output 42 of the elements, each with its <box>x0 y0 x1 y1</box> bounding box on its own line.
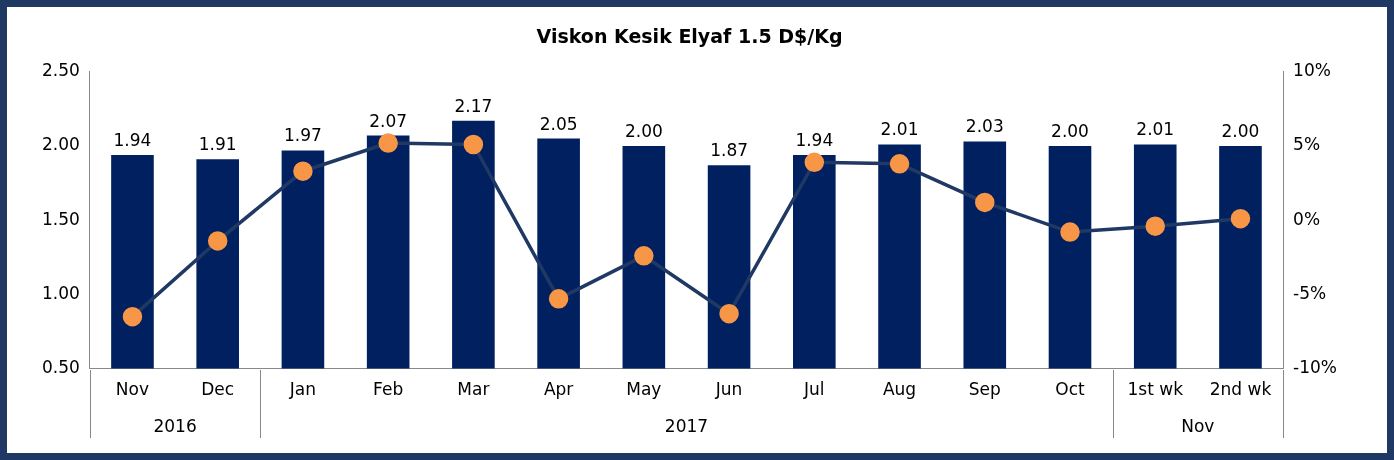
x-tick-label: Sep <box>968 379 1001 400</box>
y-tick-label: 2.50 <box>41 60 80 81</box>
data-label: 1.94 <box>113 129 152 150</box>
data-label: 2.01 <box>1136 119 1175 140</box>
y-tick-label: 1.50 <box>41 208 80 229</box>
x-tick-label: Aug <box>882 379 917 400</box>
data-label: 1.94 <box>795 129 834 150</box>
x-tick-label: Jan <box>288 379 317 400</box>
y2-tick-label: 10% <box>1293 60 1331 81</box>
x-tick-label: Nov <box>115 379 150 400</box>
x-tick-label: Feb <box>373 379 404 400</box>
x-tick-label: Jun <box>714 379 743 400</box>
data-label: 2.17 <box>454 95 493 116</box>
x-tick-label: Jul <box>803 379 825 400</box>
y-tick-label: 1.00 <box>41 282 80 303</box>
x-tick-label: 2nd wk <box>1209 379 1272 400</box>
data-label: 1.97 <box>284 125 322 146</box>
x-tick-label: Dec <box>201 379 235 400</box>
y-tick-label: 2.00 <box>41 134 80 155</box>
y-tick-label: 0.50 <box>41 357 80 378</box>
text: 2017 <box>663 415 710 436</box>
data-label: 2.03 <box>965 116 1004 137</box>
data-label: 1.87 <box>710 140 749 161</box>
x-tick-label: 1st wk <box>1127 379 1184 400</box>
y2-tick-label: 0% <box>1293 208 1321 229</box>
data-label: 2.00 <box>1221 120 1260 141</box>
data-label: 1.91 <box>198 134 237 155</box>
y2-tick-label: 5% <box>1293 134 1321 155</box>
data-label: 2.00 <box>624 120 663 141</box>
y2-tick-label: -10% <box>1293 357 1337 378</box>
chart-title: Viskon Kesik Elyaf 1.5 D$/Kg <box>536 25 843 48</box>
data-label: 2.07 <box>369 110 408 131</box>
x-tick-label: Mar <box>457 379 490 400</box>
data-label: 2.05 <box>539 113 578 134</box>
data-label: 2.01 <box>880 119 919 140</box>
y2-tick-label: -5% <box>1293 282 1327 303</box>
data-label: 2.00 <box>1051 120 1089 141</box>
x-tick-label: May <box>626 379 662 400</box>
text: 2016 <box>152 415 198 436</box>
text: Nov <box>1180 415 1216 436</box>
x-tick-label: Apr <box>543 379 574 400</box>
x-tick-label: Oct <box>1055 379 1086 400</box>
